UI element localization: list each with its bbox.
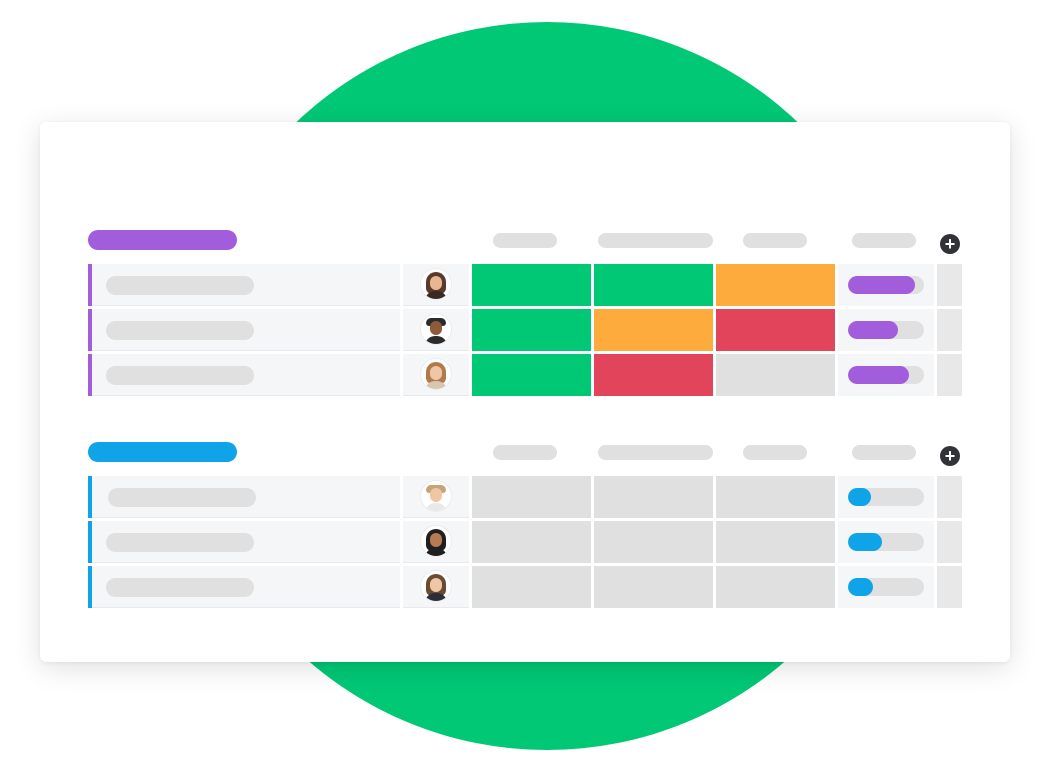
progress-cell bbox=[838, 354, 934, 396]
table-row[interactable] bbox=[88, 521, 968, 563]
status-cell[interactable] bbox=[594, 521, 713, 563]
status-cell[interactable] bbox=[594, 566, 713, 608]
progress-bar bbox=[848, 366, 924, 384]
column-header-pill[interactable] bbox=[852, 233, 916, 248]
item-name-cell[interactable] bbox=[88, 264, 400, 306]
person-cell[interactable] bbox=[403, 566, 469, 608]
status-cell[interactable] bbox=[594, 309, 713, 351]
person-avatar[interactable] bbox=[421, 526, 451, 556]
group-title-pill[interactable] bbox=[88, 230, 237, 250]
group-title-pill[interactable] bbox=[88, 442, 237, 462]
item-name-cell[interactable] bbox=[88, 521, 400, 563]
person-cell[interactable] bbox=[403, 521, 469, 563]
status-cell[interactable] bbox=[472, 476, 591, 518]
group-color-bar bbox=[88, 521, 92, 563]
item-name-cell[interactable] bbox=[88, 354, 400, 396]
progress-cell bbox=[838, 566, 934, 608]
group-color-bar bbox=[88, 354, 92, 396]
table-row[interactable] bbox=[88, 476, 968, 518]
progress-fill bbox=[848, 578, 874, 596]
row-end-cell bbox=[937, 476, 962, 518]
progress-cell bbox=[838, 309, 934, 351]
item-name-placeholder bbox=[108, 488, 256, 507]
column-header-pill[interactable] bbox=[493, 445, 557, 460]
progress-fill bbox=[848, 488, 871, 506]
progress-fill bbox=[848, 366, 909, 384]
status-cell[interactable] bbox=[716, 476, 835, 518]
person-cell[interactable] bbox=[403, 354, 469, 396]
row-end-cell bbox=[937, 521, 962, 563]
column-header-pill[interactable] bbox=[743, 233, 807, 248]
status-cell[interactable] bbox=[472, 521, 591, 563]
progress-bar bbox=[848, 578, 924, 596]
status-cell[interactable] bbox=[472, 354, 591, 396]
progress-bar bbox=[848, 488, 924, 506]
row-end-cell bbox=[937, 566, 962, 608]
item-name-cell[interactable] bbox=[88, 476, 400, 518]
person-cell[interactable] bbox=[403, 309, 469, 351]
progress-fill bbox=[848, 533, 883, 551]
column-header-pill[interactable] bbox=[493, 233, 557, 248]
status-cell[interactable] bbox=[594, 264, 713, 306]
progress-bar bbox=[848, 321, 924, 339]
progress-bar bbox=[848, 533, 924, 551]
group-color-bar bbox=[88, 476, 92, 518]
status-cell[interactable] bbox=[472, 566, 591, 608]
item-name-placeholder bbox=[106, 533, 254, 552]
plus-circle-icon[interactable]: + bbox=[940, 446, 960, 466]
progress-cell bbox=[838, 476, 934, 518]
status-cell[interactable] bbox=[594, 354, 713, 396]
progress-cell bbox=[838, 264, 934, 306]
item-name-placeholder bbox=[106, 276, 254, 295]
column-header-pill[interactable] bbox=[743, 445, 807, 460]
table-row[interactable] bbox=[88, 354, 968, 396]
row-end-cell bbox=[937, 354, 962, 396]
person-avatar[interactable] bbox=[421, 314, 451, 344]
person-avatar[interactable] bbox=[421, 481, 451, 511]
person-cell[interactable] bbox=[403, 476, 469, 518]
item-name-cell[interactable] bbox=[88, 566, 400, 608]
row-end-cell bbox=[937, 264, 962, 306]
status-cell[interactable] bbox=[716, 566, 835, 608]
table-row[interactable] bbox=[88, 566, 968, 608]
progress-cell bbox=[838, 521, 934, 563]
status-cell[interactable] bbox=[472, 309, 591, 351]
table-row[interactable] bbox=[88, 309, 968, 351]
item-name-placeholder bbox=[106, 578, 254, 597]
progress-bar bbox=[848, 276, 924, 294]
column-header-pill[interactable] bbox=[598, 445, 713, 460]
progress-fill bbox=[848, 276, 915, 294]
group-color-bar bbox=[88, 309, 92, 351]
status-cell[interactable] bbox=[716, 309, 835, 351]
item-name-cell[interactable] bbox=[88, 309, 400, 351]
item-name-placeholder bbox=[106, 321, 254, 340]
item-name-placeholder bbox=[106, 366, 254, 385]
status-cell[interactable] bbox=[716, 264, 835, 306]
board-card: + bbox=[40, 122, 1010, 662]
status-cell[interactable] bbox=[716, 521, 835, 563]
person-avatar[interactable] bbox=[421, 571, 451, 601]
row-end-cell bbox=[937, 309, 962, 351]
person-avatar[interactable] bbox=[421, 359, 451, 389]
group-color-bar bbox=[88, 566, 92, 608]
status-cell[interactable] bbox=[594, 476, 713, 518]
column-header-pill[interactable] bbox=[598, 233, 713, 248]
status-cell[interactable] bbox=[716, 354, 835, 396]
group-color-bar bbox=[88, 264, 92, 306]
plus-circle-icon[interactable]: + bbox=[940, 234, 960, 254]
column-header-pill[interactable] bbox=[852, 445, 916, 460]
person-avatar[interactable] bbox=[421, 269, 451, 299]
status-cell[interactable] bbox=[472, 264, 591, 306]
table-row[interactable] bbox=[88, 264, 968, 306]
progress-fill bbox=[848, 321, 899, 339]
person-cell[interactable] bbox=[403, 264, 469, 306]
